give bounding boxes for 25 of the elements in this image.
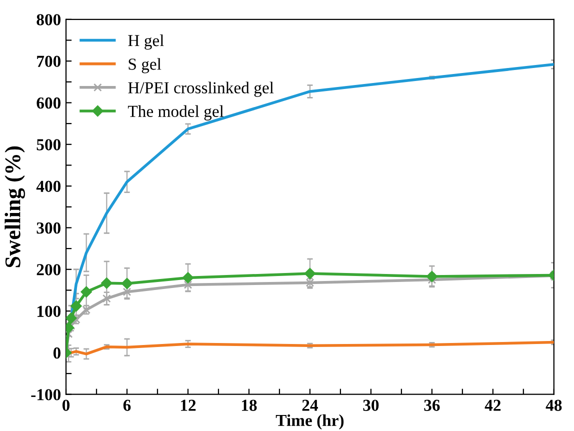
- y-axis-title: Swelling (%): [4, 146, 26, 268]
- y-tick-label: 700: [37, 56, 61, 68]
- y-tick-label: 100: [37, 306, 61, 317]
- y-tick-label: 600: [36, 97, 61, 109]
- legend-label: S gel: [128, 58, 162, 74]
- x-tick-label: 24: [302, 400, 318, 411]
- x-tick-label: 42: [484, 400, 501, 411]
- x-tick-label: 0: [62, 400, 70, 411]
- x-tick-label: 6: [123, 400, 131, 411]
- x-tick-label: 48: [546, 400, 562, 411]
- x-tick-label: 36: [424, 400, 440, 411]
- y-tick-label: 400: [36, 180, 61, 192]
- legend-label: H/PEI crosslinked gel: [128, 82, 274, 97]
- legend-label: The model gel: [128, 105, 224, 120]
- x-tick-label: 12: [180, 400, 196, 411]
- x-axis-title: Time (hr): [276, 414, 344, 430]
- y-tick-label: 300: [36, 222, 61, 234]
- y-tick-label: 500: [36, 139, 61, 150]
- y-tick-label: 0: [53, 347, 61, 359]
- y-tick-label: 200: [36, 264, 61, 276]
- y-tick-label: -100: [31, 389, 61, 400]
- y-tick-label: 800: [36, 14, 61, 26]
- legend-label: H gel: [128, 34, 164, 50]
- x-tick-label: 30: [363, 400, 379, 411]
- x-tick-label: 18: [242, 400, 257, 411]
